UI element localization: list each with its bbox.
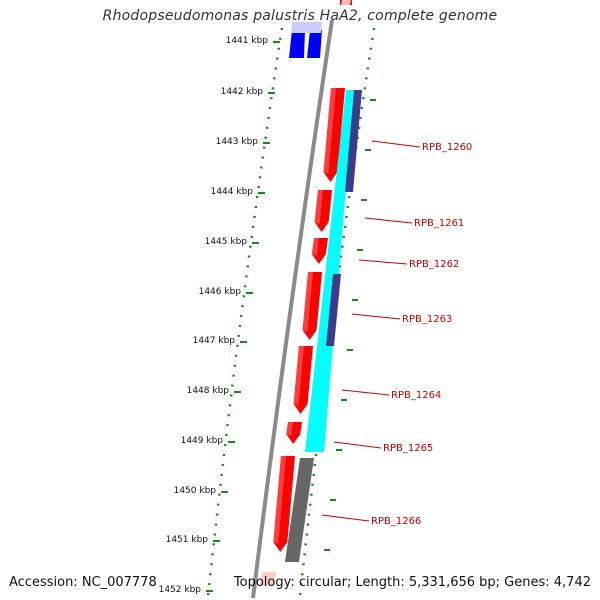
inner-dotted-ring [206,27,284,597]
scale-tick-label: 1441 kbp [226,36,269,46]
scale-tick-label: 1445 kbp [205,237,248,247]
scale-tick-label: 1448 kbp [187,386,230,396]
blue-cds-1 [289,30,305,58]
navy-feature-2 [326,274,341,346]
scale-tick-label: 1447 kbp [193,336,236,346]
gene-label-leader [371,140,421,148]
accession-text: Accession: NC_007778 [9,575,157,590]
gene-label-leader [321,514,370,522]
genome-backbone [251,19,334,599]
red-cds-shade [293,346,304,406]
red-cds-shade [286,422,293,436]
red-cds-shade [273,456,286,544]
gray-feature [285,458,314,562]
red-cds-shade [302,272,313,332]
gene-label-leader [351,313,401,320]
cyan-feature-band [305,90,354,452]
scale-tick-label: 1451 kbp [166,535,209,545]
pink-feature [260,572,276,586]
red-cds-shade [323,88,336,174]
map-title: Rhodopseudomonas palustris HaA2, complet… [102,8,498,24]
gene-label-leader [341,389,390,396]
genome-summary-text: Topology: circular; Length: 5,331,656 bp… [233,575,591,590]
red-cds-shade [311,238,319,256]
gene-label-leader [364,217,413,224]
gene-label: RPB_1261 [414,218,464,229]
gene-label: RPB_1260 [422,142,472,153]
scale-tick-label: 1446 kbp [199,287,242,297]
gene-label: RPB_1263 [402,314,452,325]
gene-label: RPB_1265 [383,443,433,454]
gene-label: RPB_1266 [371,516,421,527]
navy-feature-1 [345,90,362,192]
scale-tick-label: 1444 kbp [211,187,254,197]
gene-label-leader [358,259,408,265]
scale-tick-label: 1442 kbp [221,87,264,97]
gene-label-leader [333,441,382,449]
top-red-feature-fade [341,0,351,5]
scale-tick-label: 1449 kbp [181,436,224,446]
gene-label: RPB_1262 [409,259,459,270]
scale-tick-label: 1443 kbp [216,137,259,147]
scale-tick-label: 1450 kbp [174,486,217,496]
blue-cds-fade [291,22,322,33]
gene-label: RPB_1264 [391,390,441,401]
scale-tick-label: 1452 kbp [159,585,202,595]
red-cds-shade [314,190,323,224]
blue-cds-2 [307,30,322,58]
